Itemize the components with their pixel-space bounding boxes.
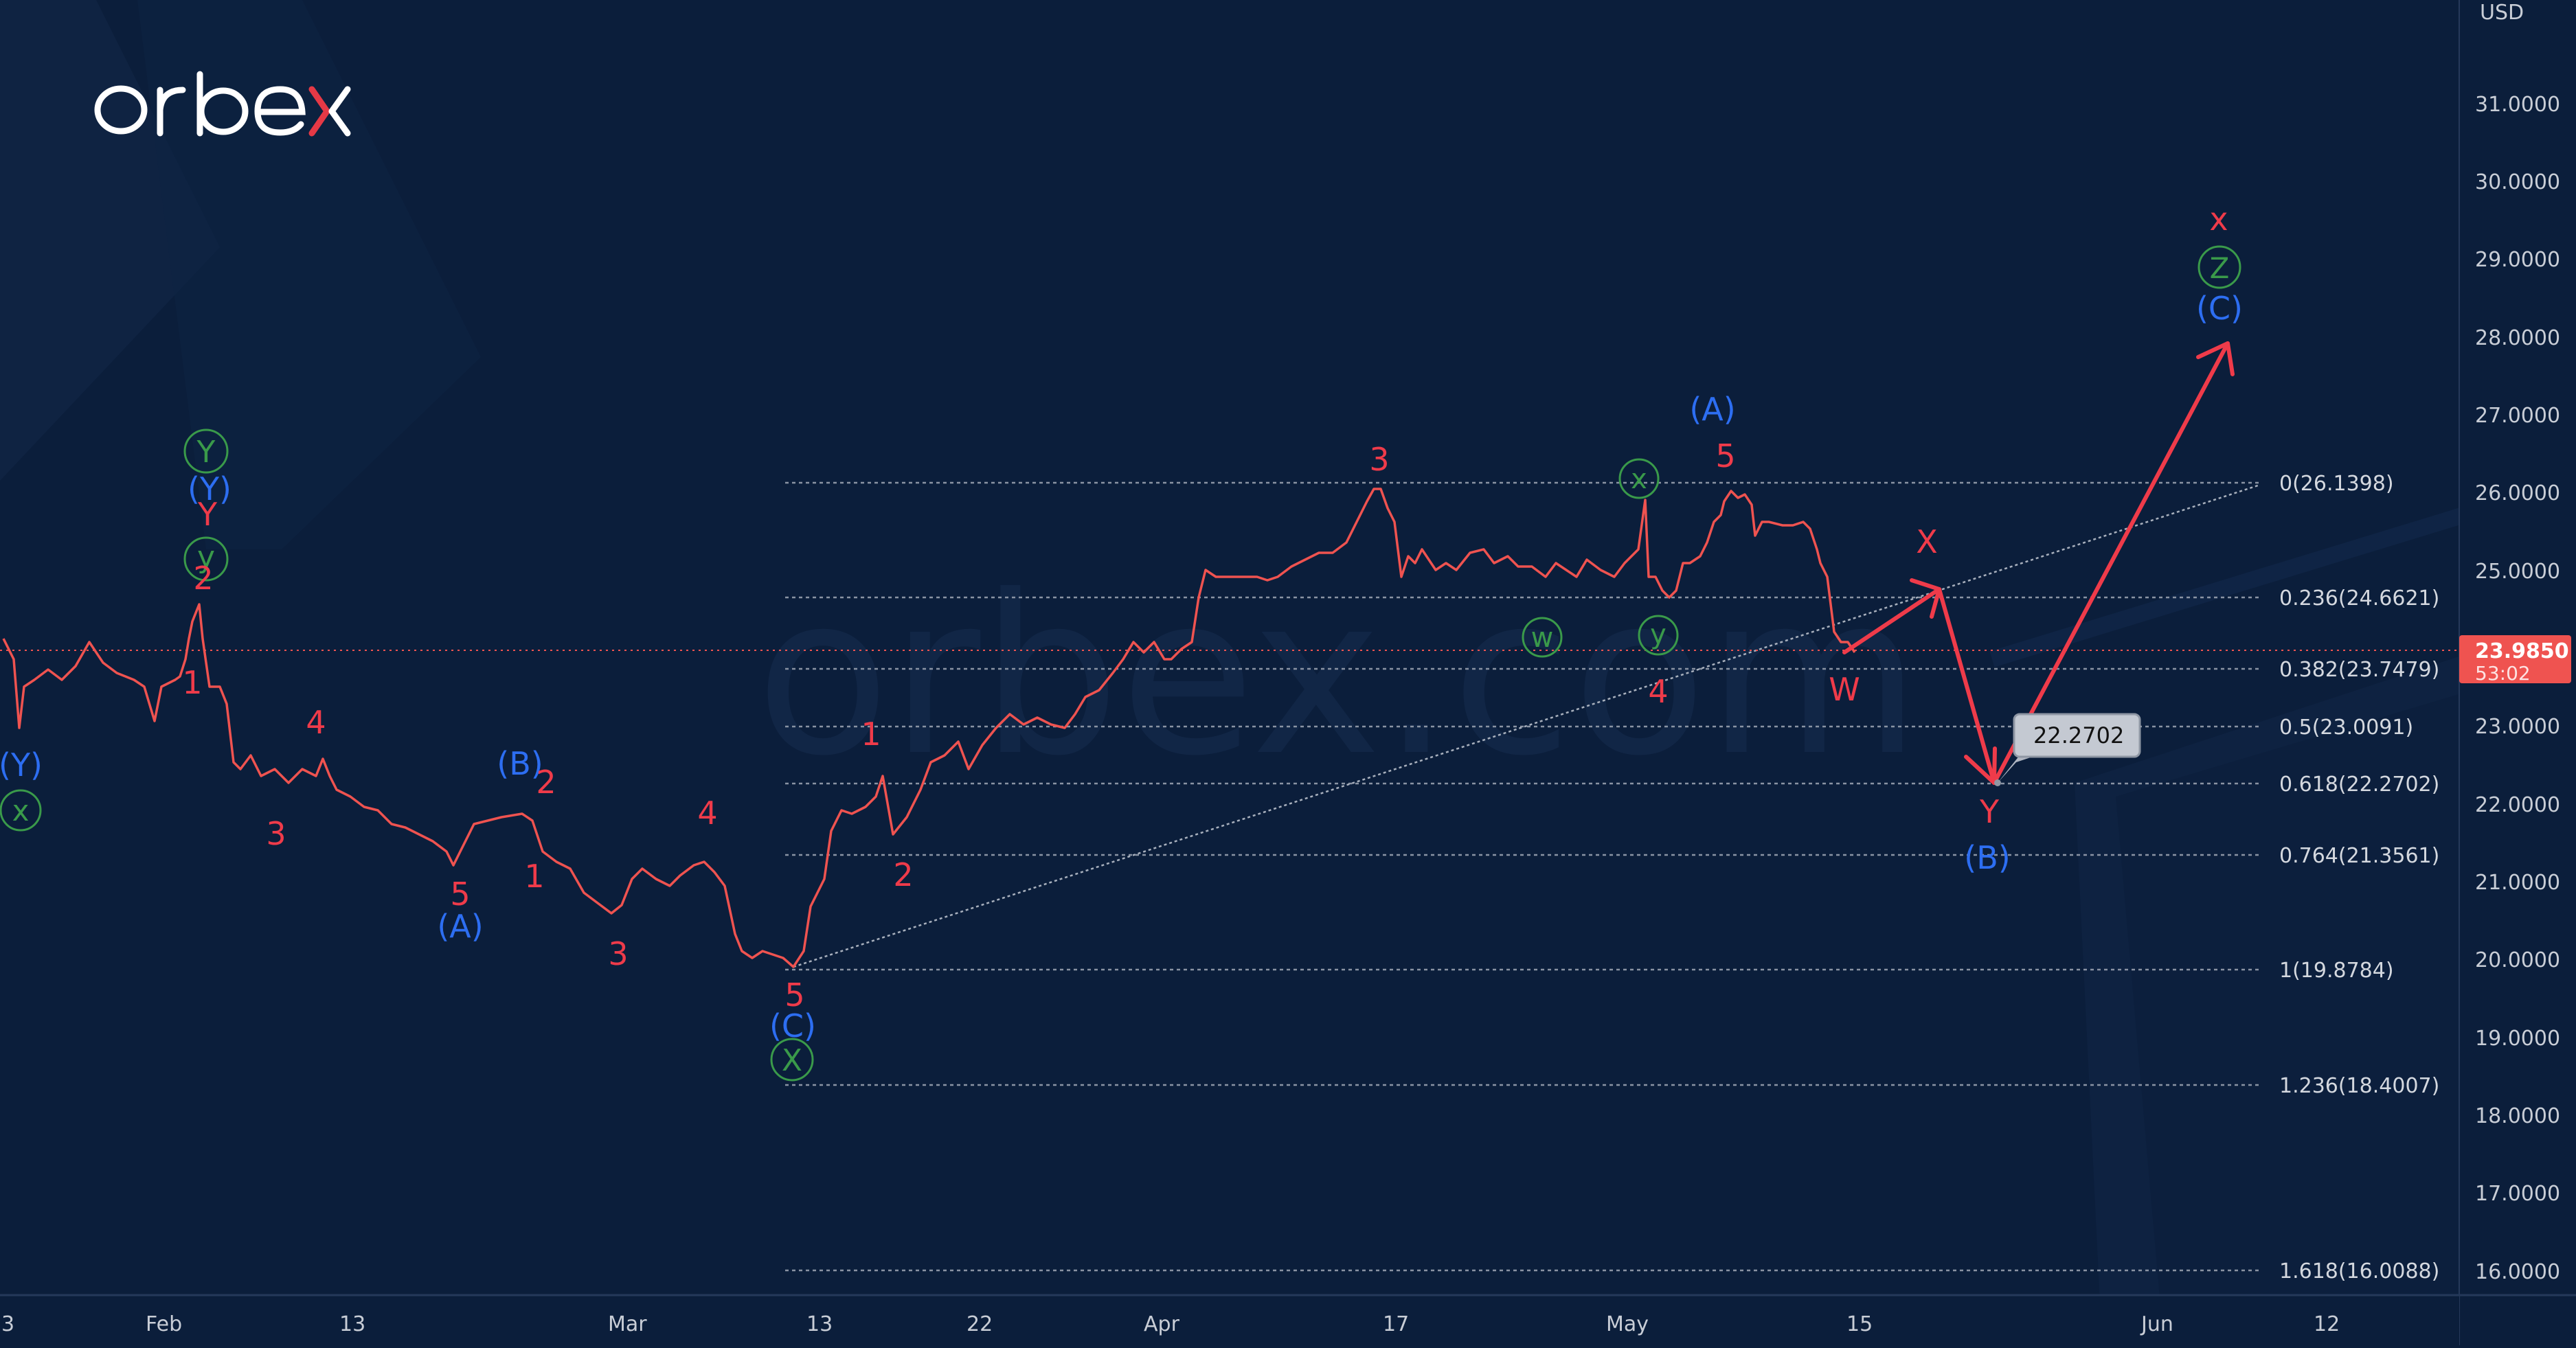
- time-tick: Apr: [1144, 1312, 1180, 1336]
- time-tick: 22: [967, 1312, 993, 1336]
- fib-label: 1.618(16.0088): [2279, 1259, 2439, 1283]
- wave-label: (A): [437, 908, 483, 945]
- wave-label: 2: [193, 560, 213, 597]
- time-tick: 17: [1383, 1312, 1409, 1336]
- fibonacci-labels: 0(26.1398) 0.236(24.6621) 0.382(23.7479)…: [2279, 472, 2439, 1283]
- trendline[interactable]: [793, 483, 2261, 968]
- wave-label: (C): [2196, 290, 2243, 327]
- fib-label: 0.5(23.0091): [2279, 716, 2413, 740]
- wave-label: 5: [784, 976, 804, 1014]
- price-tick: 26.0000: [2475, 481, 2560, 505]
- fib-label: 0.764(21.3561): [2279, 844, 2439, 868]
- wave-label: 1: [182, 664, 202, 701]
- time-tick: 12: [2314, 1312, 2340, 1336]
- currency-label: USD: [2480, 1, 2524, 25]
- wave-label: 5: [1715, 437, 1735, 475]
- time-tick: Feb: [146, 1312, 182, 1336]
- wave-labels: (Y) x Y (Y) Y y 2 1 4 3 5 (A) (B) 2 1 3 …: [0, 201, 2243, 1082]
- wave-label: (Y): [188, 470, 231, 507]
- fib-label: 0.382(23.7479): [2279, 658, 2439, 682]
- wave-label: 4: [697, 795, 717, 832]
- time-axis[interactable]: 3 Feb 13 Mar 13 22 Apr 17 May 15 Jun 12: [0, 1294, 2576, 1345]
- forecast-path[interactable]: [1842, 341, 2235, 785]
- fib-label: 1.236(18.4007): [2279, 1074, 2439, 1098]
- price-tick: 29.0000: [2475, 248, 2560, 272]
- price-tick: 27.0000: [2475, 404, 2560, 428]
- time-tick: 3: [1, 1312, 14, 1336]
- wave-label: 2: [536, 764, 556, 801]
- time-tick: 13: [806, 1312, 833, 1336]
- time-tick: Jun: [2140, 1312, 2173, 1336]
- orbex-logo: orbex: [94, 71, 351, 137]
- wave-label: Y: [197, 496, 218, 533]
- price-tick: 25.0000: [2475, 560, 2560, 584]
- wave-label: (A): [1689, 391, 1735, 428]
- wave-label: x: [2209, 201, 2228, 238]
- wave-label: 3: [266, 815, 286, 852]
- watermark: orbex.com: [756, 549, 1921, 804]
- price-tick: 21.0000: [2475, 871, 2560, 895]
- wave-label: x: [12, 794, 30, 827]
- wave-label: X: [1916, 523, 1938, 560]
- price-tick: 31.0000: [2475, 93, 2560, 117]
- wave-label: (Y): [0, 746, 43, 784]
- wave-label: x: [1631, 464, 1647, 495]
- price-tick: 23.0000: [2475, 715, 2560, 739]
- price-tick: 18.0000: [2475, 1104, 2560, 1128]
- current-price-value: 23.9850: [2475, 639, 2569, 663]
- time-tick: 15: [1846, 1312, 1873, 1336]
- wave-label: Y: [1979, 793, 2000, 830]
- target-callout-label: 22.2702: [2033, 722, 2124, 749]
- time-tick: May: [1606, 1312, 1649, 1336]
- wave-label: 2: [893, 856, 913, 893]
- time-tick: Mar: [608, 1312, 647, 1336]
- wave-label: 4: [1648, 673, 1668, 710]
- price-tick: 20.0000: [2475, 948, 2560, 972]
- wave-label: (B): [497, 745, 543, 782]
- price-axis[interactable]: USD 31.0000 30.0000 29.0000 28.0000 27.0…: [2459, 0, 2576, 1345]
- wave-label: X: [782, 1043, 802, 1078]
- price-tick: 28.0000: [2475, 326, 2560, 350]
- fib-label: 0.236(24.6621): [2279, 586, 2439, 610]
- wave-label: 3: [608, 935, 628, 972]
- fib-label: 0.618(22.2702): [2279, 773, 2439, 797]
- wave-label: 3: [1369, 441, 1389, 478]
- time-tick: 13: [339, 1312, 365, 1336]
- fib-label: 1(19.8784): [2279, 959, 2394, 983]
- wave-label: 5: [450, 876, 470, 913]
- fib-label: 0(26.1398): [2279, 472, 2394, 496]
- price-tick: 22.0000: [2475, 793, 2560, 817]
- price-tick: 19.0000: [2475, 1027, 2560, 1051]
- price-tick: 17.0000: [2475, 1182, 2560, 1206]
- current-price-badge: 23.9850 53:02: [2459, 635, 2571, 685]
- wave-label: 1: [861, 716, 881, 753]
- wave-label: Y: [196, 435, 216, 470]
- wave-label: Z: [2210, 251, 2230, 285]
- wave-label: (B): [1964, 839, 2010, 876]
- wave-label: 1: [524, 858, 544, 895]
- wave-label: y: [197, 540, 215, 575]
- wave-label: w: [1531, 622, 1554, 654]
- wave-label: 4: [306, 704, 326, 741]
- price-tick: 30.0000: [2475, 170, 2560, 194]
- wave-label: W: [1829, 671, 1860, 708]
- countdown: 53:02: [2475, 662, 2531, 685]
- price-series: [2, 488, 1856, 968]
- target-callout[interactable]: 22.2702: [1994, 713, 2141, 786]
- price-tick: 16.0000: [2475, 1260, 2560, 1284]
- wave-label: y: [1650, 619, 1667, 650]
- fibonacci-levels[interactable]: [785, 481, 2260, 1272]
